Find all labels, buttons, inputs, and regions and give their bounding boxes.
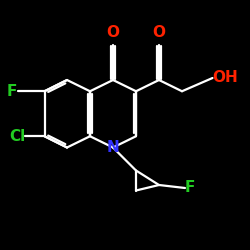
- Text: F: F: [7, 84, 18, 99]
- Text: N: N: [106, 140, 120, 155]
- Text: OH: OH: [212, 70, 238, 86]
- Text: Cl: Cl: [9, 129, 25, 144]
- Text: F: F: [185, 180, 196, 196]
- Text: O: O: [106, 25, 120, 40]
- Text: O: O: [152, 25, 166, 40]
